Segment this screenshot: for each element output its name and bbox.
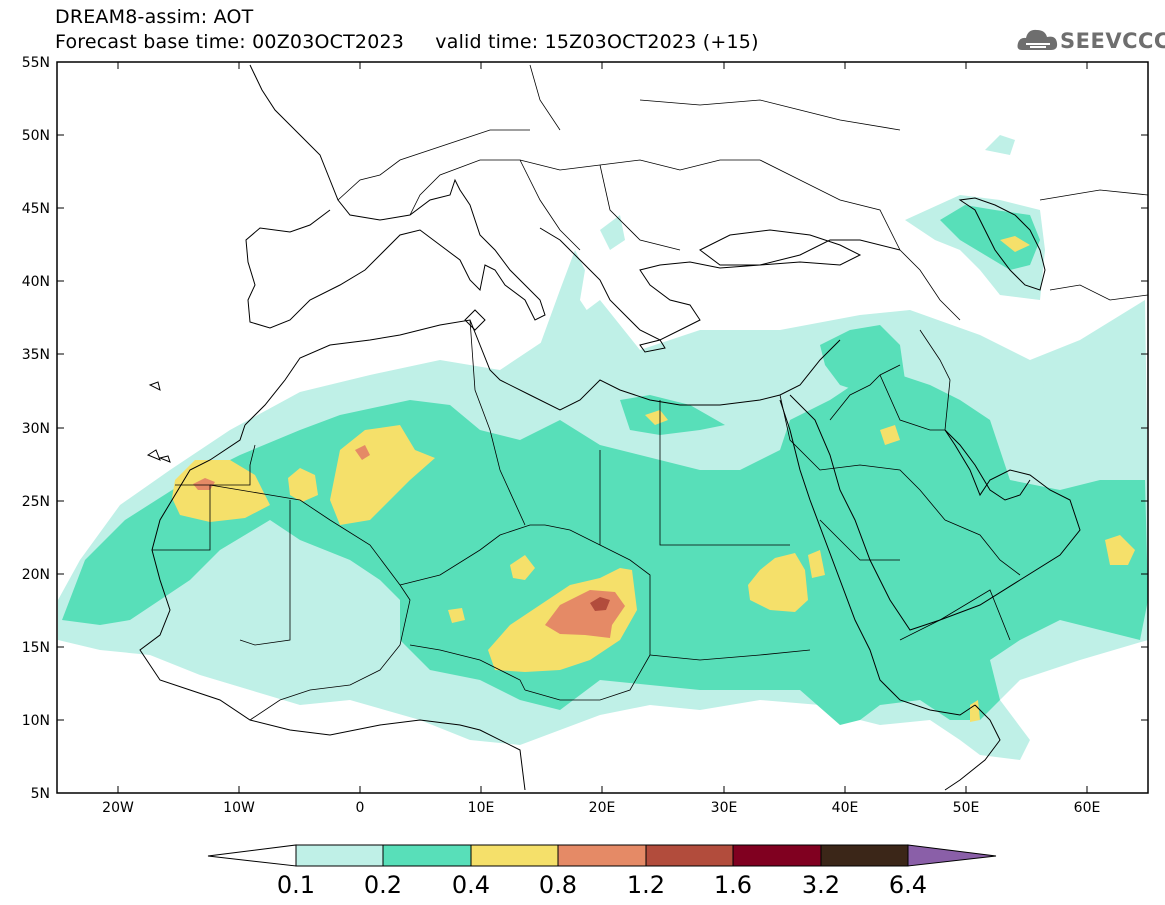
colorbar-label: 0.2 (364, 871, 402, 899)
colorbar-label: 0.8 (539, 871, 577, 899)
lat-label: 40N (22, 274, 50, 290)
lat-label: 5N (31, 786, 50, 802)
aot-field-layer (58, 135, 1148, 760)
colorbar-label: 3.2 (802, 871, 840, 899)
lon-label: 20W (102, 800, 134, 816)
lon-ticks (117, 62, 1088, 793)
colorbar-cell-over (907, 844, 997, 867)
lat-label: 55N (22, 55, 50, 71)
colorbar-cell-under (207, 844, 297, 867)
lon-label: 0 (356, 800, 365, 816)
lon-label: 60E (1074, 800, 1101, 816)
lat-label: 35N (22, 347, 50, 363)
colorbar: 0.1 0.2 0.4 0.8 1.2 1.6 3.2 6.4 (207, 844, 997, 899)
colorbar-label: 0.1 (277, 871, 315, 899)
cloud-icon (1017, 29, 1058, 50)
colorbar-cell (557, 844, 647, 867)
lat-label: 20N (22, 567, 50, 583)
lon-label: 30E (711, 800, 738, 816)
seevccc-logo: SEEVCCC (1016, 24, 1165, 56)
forecast-time-subtitle: Forecast base time: 00Z03OCT2023 valid t… (55, 31, 759, 53)
colorbar-label: 1.6 (714, 871, 752, 899)
lat-label: 25N (22, 494, 50, 510)
aot-band-1.2 (590, 597, 610, 611)
lat-labels: 55N 50N 45N 40N 35N 30N 25N 20N 15N 10N … (22, 55, 50, 802)
colorbar-cell (732, 844, 822, 867)
lon-label: 20E (589, 800, 616, 816)
logo-text: SEEVCCC (1060, 29, 1165, 53)
lat-label: 50N (22, 128, 50, 144)
colorbar-cell (382, 844, 472, 867)
lat-label: 45N (22, 201, 50, 217)
country-borders (152, 64, 1149, 721)
colorbar-label: 1.2 (627, 871, 665, 899)
coastlines (139, 64, 1081, 791)
lon-label: 40E (832, 800, 859, 816)
lon-label: 10E (468, 800, 495, 816)
lat-label: 10N (22, 713, 50, 729)
lon-label: 10W (223, 800, 255, 816)
aot-band-0.2 (62, 205, 1148, 725)
colorbar-cell (820, 844, 909, 867)
lon-labels: 20W 10W 0 10E 20E 30E 40E 50E 60E (102, 800, 1100, 816)
colorbar-label: 6.4 (889, 871, 927, 899)
lat-ticks (57, 61, 1148, 794)
colorbar-cell (295, 844, 384, 867)
chart-title: DREAM8-assim: AOT (55, 6, 254, 28)
colorbar-cell (645, 844, 734, 867)
lat-label: 15N (22, 640, 50, 656)
colorbar-label: 0.4 (452, 871, 490, 899)
colorbar-cell (470, 844, 559, 867)
lat-label: 30N (22, 421, 50, 437)
lon-label: 50E (953, 800, 980, 816)
